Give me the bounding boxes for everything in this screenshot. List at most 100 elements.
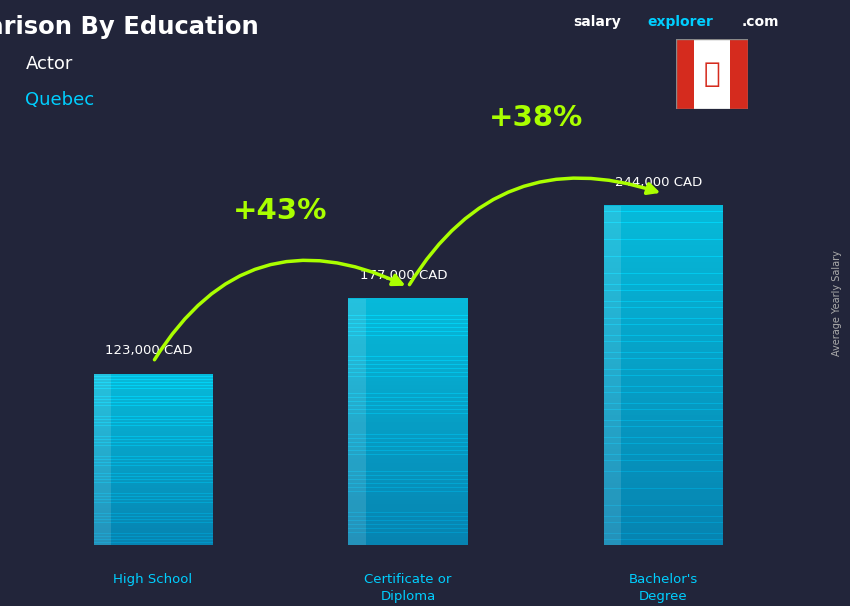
Bar xyxy=(94,453,212,457)
Bar xyxy=(348,504,468,508)
Text: Average Yearly Salary: Average Yearly Salary xyxy=(832,250,842,356)
Bar xyxy=(94,425,212,428)
Bar xyxy=(348,418,468,422)
Bar xyxy=(604,482,722,489)
Bar xyxy=(94,471,212,474)
Bar xyxy=(348,393,468,398)
Bar xyxy=(604,267,722,274)
Bar xyxy=(94,513,212,517)
Bar xyxy=(348,327,468,332)
Bar xyxy=(94,516,212,520)
Bar xyxy=(94,413,212,417)
Bar xyxy=(348,315,468,319)
Bar xyxy=(94,436,212,440)
Bar xyxy=(604,539,722,545)
Bar xyxy=(348,368,468,373)
Bar xyxy=(604,392,722,398)
Bar xyxy=(604,245,722,251)
Bar xyxy=(348,331,468,336)
Bar xyxy=(348,516,468,521)
Bar xyxy=(94,468,212,471)
Bar xyxy=(604,415,722,421)
Bar xyxy=(604,301,722,308)
Bar xyxy=(604,404,722,410)
Bar xyxy=(94,396,212,400)
Bar xyxy=(604,398,722,404)
Text: Actor: Actor xyxy=(26,55,73,73)
Text: 177,000 CAD: 177,000 CAD xyxy=(360,269,447,282)
Bar xyxy=(348,463,468,467)
Bar xyxy=(348,446,468,451)
Text: 123,000 CAD: 123,000 CAD xyxy=(105,344,192,358)
Bar xyxy=(604,454,722,461)
Bar xyxy=(348,496,468,500)
Bar xyxy=(348,536,468,541)
Bar xyxy=(94,505,212,508)
Bar xyxy=(604,381,722,387)
Text: Quebec: Quebec xyxy=(26,91,94,109)
Text: Salary Comparison By Education: Salary Comparison By Education xyxy=(0,15,258,39)
Bar xyxy=(94,405,212,408)
Bar xyxy=(604,387,722,393)
Bar xyxy=(604,330,722,336)
Bar xyxy=(604,477,722,483)
Bar xyxy=(348,487,468,492)
Bar xyxy=(348,299,468,303)
Bar xyxy=(94,416,212,420)
Bar xyxy=(604,522,722,528)
Bar xyxy=(94,388,212,391)
Bar xyxy=(94,428,212,431)
Bar xyxy=(348,376,468,381)
Text: +43%: +43% xyxy=(233,197,328,225)
Bar xyxy=(604,448,722,455)
Bar xyxy=(94,379,212,383)
Bar xyxy=(604,216,722,223)
Text: salary: salary xyxy=(574,15,621,29)
Bar xyxy=(94,499,212,502)
Bar xyxy=(604,488,722,494)
Bar xyxy=(604,494,722,500)
Bar xyxy=(94,402,212,405)
Bar xyxy=(348,307,468,311)
Bar xyxy=(348,442,468,447)
Bar xyxy=(348,311,468,316)
Bar xyxy=(94,376,212,380)
Bar xyxy=(348,450,468,455)
Bar xyxy=(604,426,722,432)
Bar xyxy=(604,358,722,364)
Bar xyxy=(604,324,722,330)
Bar xyxy=(604,505,722,511)
Bar xyxy=(604,438,722,444)
Bar xyxy=(604,313,722,319)
Bar xyxy=(94,479,212,482)
Bar xyxy=(94,522,212,525)
Text: explorer: explorer xyxy=(648,15,714,29)
Bar xyxy=(94,525,212,528)
Bar xyxy=(94,408,212,411)
Bar xyxy=(94,462,212,465)
Bar xyxy=(94,419,212,423)
Bar xyxy=(604,307,722,313)
Bar xyxy=(604,233,722,240)
Bar xyxy=(604,262,722,268)
Bar xyxy=(348,491,468,496)
Bar xyxy=(348,475,468,480)
Bar xyxy=(604,533,722,540)
Bar xyxy=(94,411,212,414)
Bar xyxy=(348,385,468,390)
Bar xyxy=(348,302,468,307)
Bar xyxy=(94,399,212,403)
Bar xyxy=(94,530,212,534)
Bar xyxy=(94,391,212,395)
Bar xyxy=(348,397,468,402)
Bar xyxy=(348,479,468,484)
Bar xyxy=(604,499,722,506)
Bar xyxy=(348,508,468,513)
Bar xyxy=(94,422,212,425)
Bar xyxy=(348,319,468,324)
Bar xyxy=(348,533,468,537)
Bar xyxy=(348,344,468,348)
Bar xyxy=(348,459,468,464)
Bar xyxy=(94,491,212,494)
Bar xyxy=(348,430,468,435)
